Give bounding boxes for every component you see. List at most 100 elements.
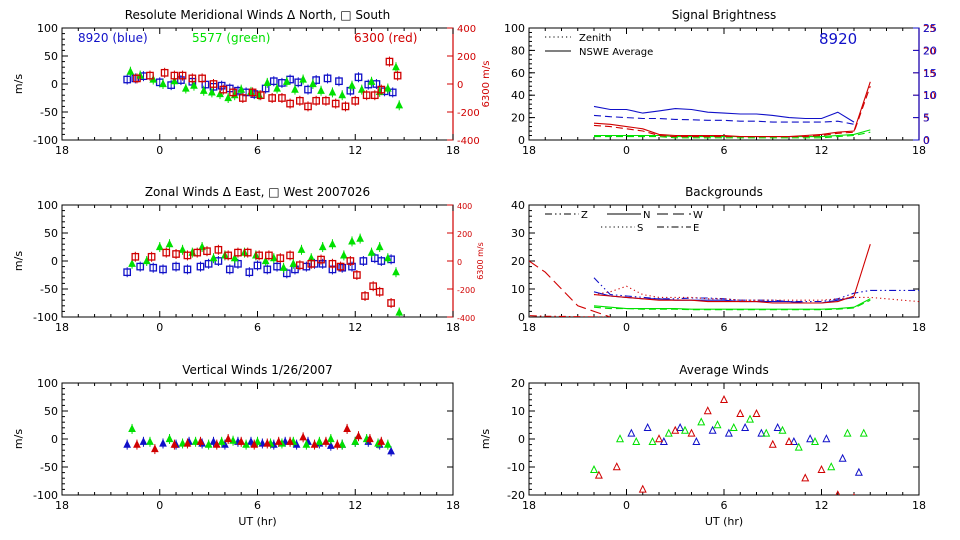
- y-right-tick-label: 0: [457, 80, 463, 91]
- x-tick-label: 6: [254, 499, 261, 512]
- data-point: [317, 255, 325, 264]
- data-point: [278, 94, 286, 102]
- data-point: [338, 263, 347, 272]
- data-point: [304, 85, 312, 94]
- data-point: [810, 436, 820, 445]
- data-point: [366, 434, 374, 443]
- data-point: [745, 414, 755, 423]
- data-point: [126, 67, 135, 75]
- series-line: [529, 260, 611, 317]
- data-point: [159, 79, 167, 88]
- data-point: [230, 90, 239, 99]
- data-point: [687, 428, 696, 437]
- y-right-tick-label: 10: [923, 89, 937, 102]
- data-point: [299, 74, 307, 83]
- x-axis-label: UT (hr): [705, 515, 743, 528]
- data-point: [204, 259, 213, 268]
- data-point: [178, 245, 187, 253]
- y-tick-label: 30: [511, 227, 525, 240]
- data-point: [268, 94, 277, 102]
- data-point: [627, 428, 636, 437]
- y-tick-label: -20: [507, 489, 525, 502]
- x-tick-label: 12: [348, 144, 362, 157]
- plot-area: [123, 423, 395, 457]
- y-axis-label: m/s: [12, 429, 25, 449]
- panel-zonal: Zonal Winds Δ East, □ West 2007026 18 0 6 12…: [12, 185, 485, 334]
- data-point: [196, 262, 205, 271]
- data-point: [317, 86, 325, 94]
- data-point: [172, 250, 180, 258]
- data-point: [234, 248, 242, 257]
- data-point: [333, 440, 342, 448]
- data-point: [286, 251, 294, 260]
- data-point: [178, 71, 187, 80]
- x-axis-label: UT (hr): [238, 515, 276, 528]
- panel-title: Signal Brightness: [672, 8, 777, 22]
- data-point: [237, 437, 246, 445]
- data-point: [387, 299, 395, 307]
- data-point: [263, 438, 272, 447]
- data-point: [719, 394, 729, 403]
- data-point: [323, 74, 332, 83]
- y-tick-label: 100: [37, 199, 58, 212]
- series-green-3: [594, 131, 871, 139]
- data-point: [817, 464, 826, 473]
- y-tick-label: -50: [40, 283, 58, 296]
- y-right-tick-label: 0: [923, 134, 930, 147]
- data-point: [253, 437, 262, 445]
- data-point: [375, 287, 384, 296]
- legend-label: 8920 (blue): [78, 31, 148, 45]
- x-tick-label: 0: [156, 499, 163, 512]
- data-point: [128, 424, 136, 433]
- series-red-2: [133, 423, 386, 455]
- data-point: [359, 257, 368, 265]
- data-point: [133, 440, 141, 448]
- data-point: [392, 267, 400, 276]
- data-point: [377, 85, 386, 94]
- x-tick-label: 12: [815, 144, 829, 157]
- plot-area: [123, 233, 404, 317]
- series-blue-0: [627, 422, 863, 476]
- y-right-tick-label: -400: [457, 314, 475, 323]
- data-point: [822, 434, 831, 443]
- x-tick-label: 18: [55, 321, 69, 334]
- data-point: [147, 252, 156, 261]
- y-tick-label: 40: [511, 89, 525, 102]
- data-point: [315, 437, 324, 445]
- x-tick-label: 18: [55, 499, 69, 512]
- data-point: [676, 422, 685, 431]
- legend-label: 5577 (green): [192, 31, 270, 45]
- x-tick-label: 0: [623, 499, 630, 512]
- x-tick-label: 18: [522, 499, 536, 512]
- data-point: [348, 81, 356, 89]
- data-point: [697, 417, 706, 426]
- data-point: [162, 248, 171, 257]
- data-point: [392, 62, 400, 71]
- data-point: [307, 259, 316, 268]
- data-point: [224, 434, 233, 443]
- data-point: [664, 428, 673, 437]
- data-point: [383, 440, 392, 448]
- data-point: [269, 77, 278, 86]
- data-point: [838, 453, 847, 462]
- data-point: [304, 102, 312, 111]
- legend-label: Z: [581, 210, 588, 221]
- y-right-tick-label: -200: [457, 108, 480, 119]
- x-tick-label: 18: [55, 144, 69, 157]
- data-point: [149, 263, 158, 272]
- y-tick-label: 0: [518, 311, 525, 324]
- plot-frame: [528, 382, 920, 496]
- x-tick-label: 6: [254, 321, 261, 334]
- data-point: [318, 242, 327, 251]
- data-point: [387, 446, 395, 455]
- x-tick-label: 18: [912, 144, 926, 157]
- data-point: [183, 265, 192, 274]
- data-point: [741, 422, 750, 431]
- series-green-7: [593, 299, 871, 311]
- data-point: [784, 436, 794, 445]
- data-point: [757, 428, 766, 437]
- data-point: [388, 88, 397, 97]
- data-point: [302, 440, 311, 448]
